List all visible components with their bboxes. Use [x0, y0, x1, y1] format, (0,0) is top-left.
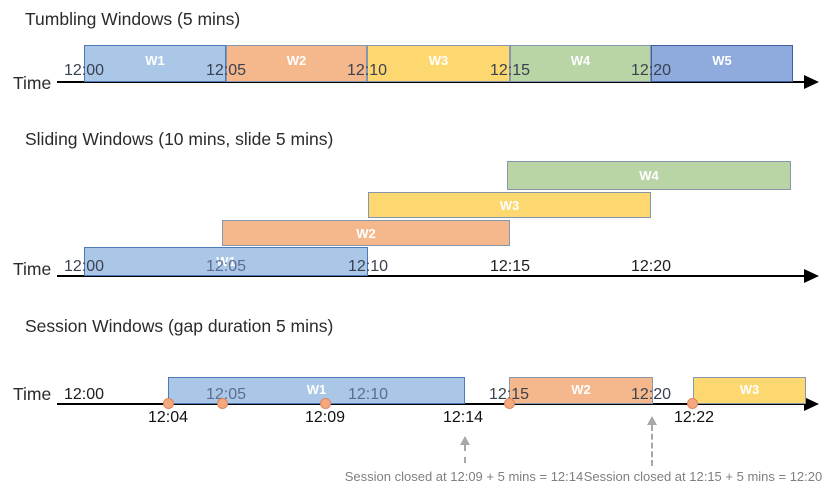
- window-label: W1: [145, 53, 165, 68]
- tick-label: 12:05: [205, 62, 247, 79]
- window-label: W4: [570, 53, 591, 68]
- session-close-arrow-line: [464, 445, 466, 463]
- event-dot: [320, 398, 331, 409]
- sliding-time-label: Time: [13, 259, 52, 279]
- event-time-label: 12:14: [442, 409, 484, 426]
- session-close-annotation: Session closed at 12:09 + 5 mins = 12:14: [344, 469, 584, 484]
- tick-label: 12:10: [347, 258, 389, 275]
- session-axis: [57, 403, 806, 405]
- session-time-label: Time: [13, 384, 52, 404]
- tick-label: 12:15: [489, 62, 531, 79]
- tumbling-window-w1: W1: [84, 45, 226, 82]
- tick-label: 12:15: [488, 386, 530, 403]
- tick-label: 12:20: [630, 386, 672, 403]
- tick-label: 12:00: [63, 258, 105, 275]
- tumbling-axis: [57, 81, 806, 83]
- session-window-w3: W3: [693, 377, 806, 404]
- session-close-annotation: Session closed at 12:15 + 5 mins = 12:20: [583, 469, 823, 484]
- tick-label: 12:20: [630, 62, 672, 79]
- sliding-window-w3: W3: [368, 192, 651, 218]
- tumbling-title: Tumbling Windows (5 mins): [25, 9, 241, 29]
- tumbling-window-w2: W2: [226, 45, 367, 82]
- sliding-axis: [57, 275, 806, 277]
- window-label: W3: [739, 382, 760, 397]
- event-time-label: 12:22: [673, 409, 715, 426]
- tumbling-window-w5: W5: [651, 45, 793, 82]
- sliding-axis-arrowhead-icon: [804, 269, 819, 283]
- window-label: W2: [356, 225, 376, 241]
- session-close-arrow-line: [651, 425, 653, 466]
- tick-label: 12:05: [205, 386, 247, 403]
- session-close-arrow-icon: [460, 436, 470, 445]
- event-time-label: 12:04: [147, 409, 189, 426]
- window-label: W2: [571, 382, 591, 397]
- sliding-window-w2: W2: [222, 220, 510, 246]
- tick-label: 12:05: [205, 258, 247, 275]
- event-dot: [504, 398, 515, 409]
- window-label: W1: [216, 254, 236, 269]
- tick-label: 12:00: [63, 62, 105, 79]
- tumbling-window-w4: W4: [510, 45, 651, 82]
- event-dot: [687, 398, 698, 409]
- event-dot: [217, 398, 228, 409]
- tumbling-axis-arrowhead-icon: [804, 75, 819, 89]
- sliding-window-w1: W1: [84, 247, 368, 276]
- session-title: Session Windows (gap duration 5 mins): [25, 316, 334, 336]
- window-label: W2: [286, 53, 307, 68]
- session-axis-arrowhead-icon: [804, 397, 819, 411]
- sliding-title: Sliding Windows (10 mins, slide 5 mins): [25, 129, 334, 149]
- tick-label: 12:15: [489, 258, 531, 275]
- tick-label: 12:20: [630, 258, 672, 275]
- sliding-window-w4: W4: [507, 161, 791, 190]
- window-label: W1: [306, 382, 327, 397]
- window-label: W3: [499, 197, 520, 213]
- event-dot: [163, 398, 174, 409]
- window-label: W3: [428, 53, 449, 68]
- window-label: W5: [712, 53, 732, 68]
- tick-label: 12:10: [346, 62, 388, 79]
- tick-label: 12:10: [347, 386, 389, 403]
- window-label: W4: [639, 168, 659, 183]
- session-window-w2: W2: [509, 377, 653, 404]
- tumbling-time-label: Time: [13, 73, 52, 93]
- tick-label: 12:00: [63, 386, 105, 403]
- session-close-arrow-icon: [647, 416, 657, 425]
- tumbling-window-w3: W3: [367, 45, 510, 82]
- event-time-label: 12:09: [304, 409, 346, 426]
